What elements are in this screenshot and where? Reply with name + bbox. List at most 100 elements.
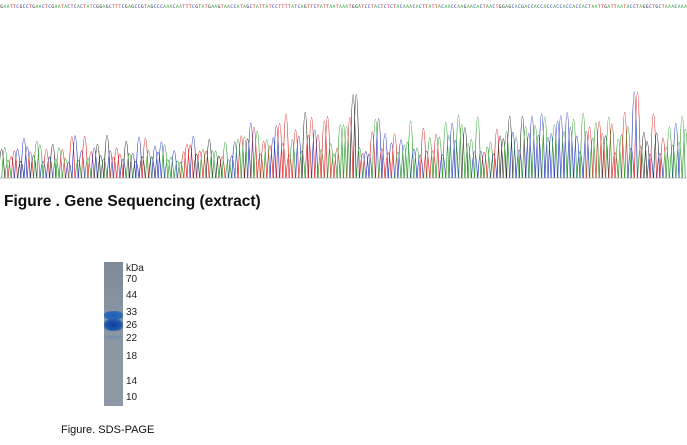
trace-peak (273, 125, 280, 179)
trace-peak (413, 147, 421, 179)
trace-peak (42, 149, 50, 179)
trace-peak (551, 124, 558, 179)
trace-peak (74, 159, 82, 179)
trace-peak (247, 122, 255, 179)
trace-peak (186, 144, 194, 179)
trace-peak (298, 151, 306, 179)
trace-peak (451, 140, 459, 179)
trace-peak (94, 143, 101, 179)
trace-peak (205, 139, 213, 179)
trace-peak (327, 143, 335, 179)
trace-peak (598, 132, 606, 179)
marker-label: 26 (126, 320, 138, 331)
trace-peak (522, 126, 530, 179)
trace-peak (496, 136, 504, 179)
trace-peak (602, 135, 609, 179)
trace-peak (177, 161, 184, 179)
trace-peak (477, 151, 485, 179)
trace-peak (336, 124, 344, 179)
trace-peak (333, 147, 341, 179)
trace-peak (257, 153, 264, 179)
trace-peak (490, 153, 498, 179)
trace-peak (637, 146, 645, 179)
trace-peak (672, 123, 680, 179)
trace-peak (269, 138, 277, 179)
trace-peaks (0, 91, 687, 179)
trace-peak (662, 146, 670, 179)
trace-peak (58, 149, 66, 179)
trace-peak (237, 135, 245, 179)
trace-peak (528, 115, 536, 179)
trace-peak (311, 129, 319, 179)
trace-peak (135, 136, 143, 179)
trace-peak (129, 153, 136, 179)
trace-peak (605, 116, 613, 179)
trace-peak (122, 141, 130, 179)
trace-peak (416, 154, 424, 179)
trace-peak (541, 116, 549, 179)
trace-peak (7, 156, 15, 179)
trace-peak (301, 111, 309, 179)
trace-peak (173, 160, 181, 179)
trace-peak (189, 136, 197, 179)
trace-peak (640, 131, 648, 179)
trace-peak (218, 156, 226, 179)
trace-peak (544, 137, 552, 179)
trace-peak (113, 147, 121, 179)
trace-peak (493, 128, 501, 179)
trace-peak (167, 156, 175, 179)
trace-peak (659, 138, 667, 179)
trace-peak (503, 131, 510, 179)
trace-peak (30, 155, 37, 179)
base-call-letters: GAATTCGCCTGAACTCGAATACTCACTATCGGAGCTTTCG… (0, 4, 687, 10)
trace-peak (170, 150, 178, 179)
trace-peak (49, 143, 57, 179)
trace-peak (554, 121, 561, 179)
trace-peak (372, 119, 379, 179)
trace-peak (340, 124, 347, 179)
trace-peak (474, 117, 482, 179)
trace-peak (487, 141, 494, 179)
marker-label: 70 (126, 274, 138, 285)
trace-peak (461, 127, 469, 179)
trace-peak (142, 138, 149, 179)
trace-peak (682, 128, 687, 179)
trace-peak (157, 141, 165, 179)
trace-peak (23, 146, 31, 179)
trace-peak (154, 152, 162, 179)
trace-peak (161, 144, 168, 179)
trace-peak (36, 144, 44, 179)
trace-peak (225, 159, 232, 179)
trace-peak (263, 139, 271, 179)
trace-peak (87, 151, 95, 179)
trace-peak (231, 141, 239, 179)
trace-peak (244, 138, 252, 179)
trace-peak (586, 126, 593, 179)
protein-band-upper (104, 311, 123, 320)
trace-peak (557, 115, 565, 179)
trace-peak (643, 141, 651, 179)
trace-peak (589, 138, 597, 179)
trace-peak (448, 123, 456, 179)
trace-peak (116, 154, 124, 179)
trace-peak (560, 131, 568, 179)
trace-peak (39, 161, 47, 179)
marker-label: 33 (126, 307, 138, 318)
trace-peak (330, 153, 338, 179)
trace-peak (84, 157, 92, 179)
trace-peak (196, 151, 204, 179)
trace-peak (151, 145, 159, 179)
trace-peak (1, 147, 9, 179)
trace-peak (627, 148, 635, 179)
trace-peak (365, 154, 373, 179)
trace-peak (666, 126, 673, 179)
trace-peak (212, 150, 220, 179)
trace-peak (608, 123, 616, 179)
base-call-sequence: GAATTCGCCTGAACTCGAATACTCACTATCGGAGCTTTCG… (0, 4, 687, 10)
trace-peak (81, 136, 89, 179)
trace-peak (282, 113, 290, 179)
trace-peak (678, 115, 686, 179)
trace-peak (404, 141, 411, 179)
trace-peak (106, 150, 114, 179)
trace-peak (407, 120, 414, 179)
